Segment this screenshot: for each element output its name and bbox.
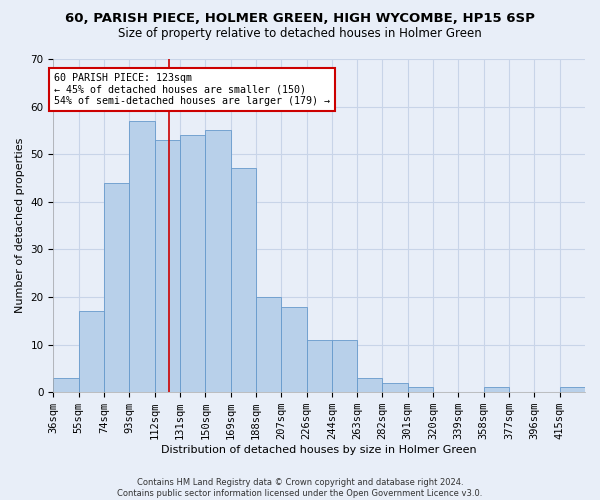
Bar: [281, 306, 307, 392]
Bar: [155, 140, 180, 392]
X-axis label: Distribution of detached houses by size in Holmer Green: Distribution of detached houses by size …: [161, 445, 477, 455]
Text: Contains HM Land Registry data © Crown copyright and database right 2024.
Contai: Contains HM Land Registry data © Crown c…: [118, 478, 482, 498]
Bar: [332, 340, 357, 392]
Bar: [382, 382, 408, 392]
Bar: [408, 388, 433, 392]
Bar: [205, 130, 230, 392]
Bar: [484, 388, 509, 392]
Bar: [256, 297, 281, 392]
Bar: [357, 378, 382, 392]
Bar: [104, 183, 130, 392]
Bar: [130, 121, 155, 392]
Bar: [560, 388, 585, 392]
Bar: [307, 340, 332, 392]
Text: Size of property relative to detached houses in Holmer Green: Size of property relative to detached ho…: [118, 28, 482, 40]
Bar: [180, 135, 205, 392]
Text: 60, PARISH PIECE, HOLMER GREEN, HIGH WYCOMBE, HP15 6SP: 60, PARISH PIECE, HOLMER GREEN, HIGH WYC…: [65, 12, 535, 26]
Bar: [79, 312, 104, 392]
Bar: [53, 378, 79, 392]
Text: 60 PARISH PIECE: 123sqm
← 45% of detached houses are smaller (150)
54% of semi-d: 60 PARISH PIECE: 123sqm ← 45% of detache…: [54, 74, 330, 106]
Y-axis label: Number of detached properties: Number of detached properties: [15, 138, 25, 314]
Bar: [230, 168, 256, 392]
